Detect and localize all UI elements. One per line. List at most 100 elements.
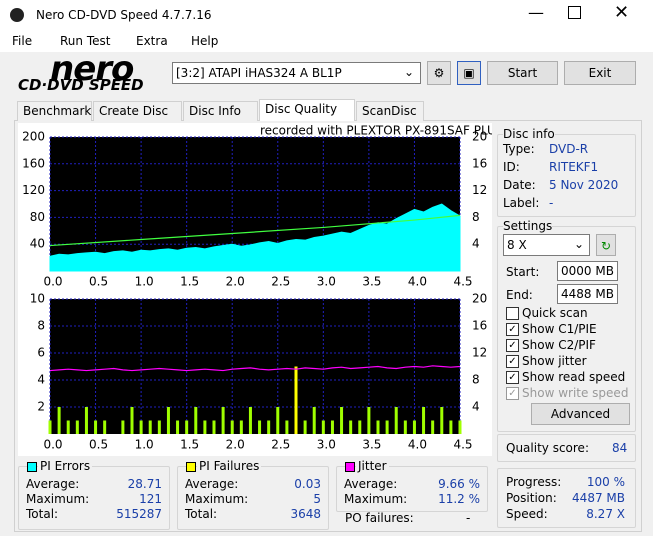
- checkbox-label: Show write speed: [522, 386, 629, 400]
- stat-value: 11.2 %: [438, 492, 480, 506]
- checkbox-label: Show C1/PIE: [522, 322, 597, 336]
- y2-tick-label: 8: [472, 373, 480, 387]
- tab[interactable]: Disc Quality: [259, 99, 355, 121]
- progress-label: Position:: [506, 491, 557, 505]
- refresh-button[interactable]: ↻: [596, 234, 616, 256]
- y2-tick-label: 16: [472, 319, 487, 333]
- pi-failures-bar: [66, 420, 70, 434]
- y2-tick-label: 16: [472, 156, 487, 170]
- pi-failures-bar: [221, 407, 225, 434]
- checkbox-label: Show C2/PIF: [522, 338, 596, 352]
- x-tick-label: 3.0: [317, 438, 336, 452]
- pi-failures-bar: [394, 407, 398, 434]
- checkbox[interactable]: [506, 307, 519, 320]
- pi-failures-bar: [449, 420, 453, 434]
- pi-failures-bar: [166, 407, 170, 434]
- exit-button[interactable]: Exit: [564, 61, 636, 85]
- y-tick-label: 80: [30, 210, 45, 224]
- pi-failures-bar: [94, 420, 98, 434]
- advanced-button[interactable]: Advanced: [531, 403, 630, 425]
- window-title: Nero CD-DVD Speed 4.7.7.16: [36, 8, 212, 22]
- pi-failures-bar: [458, 420, 462, 434]
- pi-failures-bar: [376, 420, 380, 434]
- tab[interactable]: ScanDisc: [356, 101, 424, 121]
- pi-failures-bar: [239, 420, 243, 434]
- y2-tick-label: 8: [472, 210, 480, 224]
- menu-item[interactable]: Help: [191, 34, 219, 48]
- save-button[interactable]: ▣: [457, 61, 481, 85]
- menu-item[interactable]: Run Test: [60, 34, 111, 48]
- menu-item[interactable]: Extra: [136, 34, 168, 48]
- pi-errors-box: [18, 466, 170, 530]
- pi-failures-bar: [349, 420, 353, 434]
- end-input[interactable]: 4488 MB: [557, 284, 618, 304]
- x-tick-label: 3.5: [362, 275, 381, 289]
- quality-value: 84: [612, 441, 628, 455]
- progress-value: 8.27 X: [586, 507, 625, 521]
- checkbox[interactable]: ✓: [506, 371, 519, 384]
- progress-value: 4487 MB: [572, 491, 625, 505]
- pi-failures-bar: [185, 420, 189, 434]
- drive-select[interactable]: [3:2] ATAPI iHAS324 A BL1P: [172, 62, 421, 84]
- quality-label: Quality score:: [506, 441, 589, 455]
- stat-label: Average:: [26, 477, 80, 491]
- stat-value: 515287: [116, 507, 162, 521]
- start-button[interactable]: Start: [487, 61, 558, 85]
- stat-value: 121: [139, 492, 162, 506]
- stat-label: Maximum:: [185, 492, 249, 506]
- tab[interactable]: Create Disc: [93, 101, 182, 121]
- info-value: RITEKF1: [549, 160, 599, 174]
- pi-failures-bar: [258, 420, 262, 434]
- info-label: Label:: [503, 196, 540, 210]
- pi-failures-bar: [412, 420, 416, 434]
- y2-tick-label: 12: [472, 183, 487, 197]
- pi-failures-bar: [267, 420, 271, 434]
- x-tick-label: 2.5: [271, 275, 290, 289]
- menu-item[interactable]: File: [12, 34, 33, 48]
- pi-failures-bar: [130, 407, 134, 434]
- chart-caption: recorded with PLEXTOR PX-891SAF PLUS: [260, 124, 492, 138]
- speed-select[interactable]: 8 X: [503, 234, 590, 256]
- checkbox[interactable]: ✓: [506, 355, 519, 368]
- read-speed-line: [49, 214, 461, 247]
- pi-failures-bar: [358, 420, 362, 434]
- pi-failures-bar: [48, 420, 52, 434]
- minimize[interactable]: —: [528, 3, 544, 22]
- pi-failures-bar: [385, 420, 389, 434]
- po-failures-label: PO failures:: [345, 511, 414, 525]
- x-tick-label: 4.0: [408, 275, 427, 289]
- tab[interactable]: Benchmark: [17, 101, 92, 121]
- close[interactable]: ✕: [614, 2, 630, 23]
- eject-button[interactable]: ⚙: [427, 61, 451, 85]
- stat-value: 5: [313, 492, 321, 506]
- stat-title: Jitter: [356, 459, 389, 473]
- pi-failures-bar: [148, 420, 152, 434]
- plot-background: [50, 299, 460, 434]
- y-tick-label: 8: [37, 319, 45, 333]
- po-failures-value: -: [466, 511, 471, 525]
- x-tick-label: 2.0: [226, 438, 245, 452]
- progress-value: 100 %: [586, 475, 625, 489]
- checkbox[interactable]: ✓: [506, 323, 519, 336]
- start-input[interactable]: 0000 MB: [557, 261, 618, 281]
- pi-failures-bar: [121, 420, 125, 434]
- maximize[interactable]: [568, 6, 581, 19]
- stat-label: Total:: [26, 507, 59, 521]
- x-tick-label: 1.0: [135, 438, 154, 452]
- pi-failures-bar: [303, 420, 307, 434]
- title-bar: Nero CD-DVD Speed 4.7.7.16 — ✕: [0, 0, 653, 30]
- pi-failures-bar: [203, 420, 207, 434]
- checkbox[interactable]: ✓: [506, 339, 519, 352]
- y-tick-label: 2: [37, 400, 45, 414]
- legend-swatch: [345, 462, 355, 472]
- pi-failures-bar: [230, 420, 234, 434]
- tab[interactable]: Disc Info: [183, 101, 258, 121]
- end-label: End:: [506, 288, 533, 302]
- x-tick-label: 1.5: [180, 275, 199, 289]
- settings-box: [497, 226, 636, 432]
- info-value: -: [549, 196, 554, 210]
- pi-failures-bar: [157, 420, 161, 434]
- stat-title: PI Errors: [38, 459, 93, 473]
- y-tick-label: 120: [22, 183, 45, 197]
- y-tick-label: 10: [30, 292, 45, 306]
